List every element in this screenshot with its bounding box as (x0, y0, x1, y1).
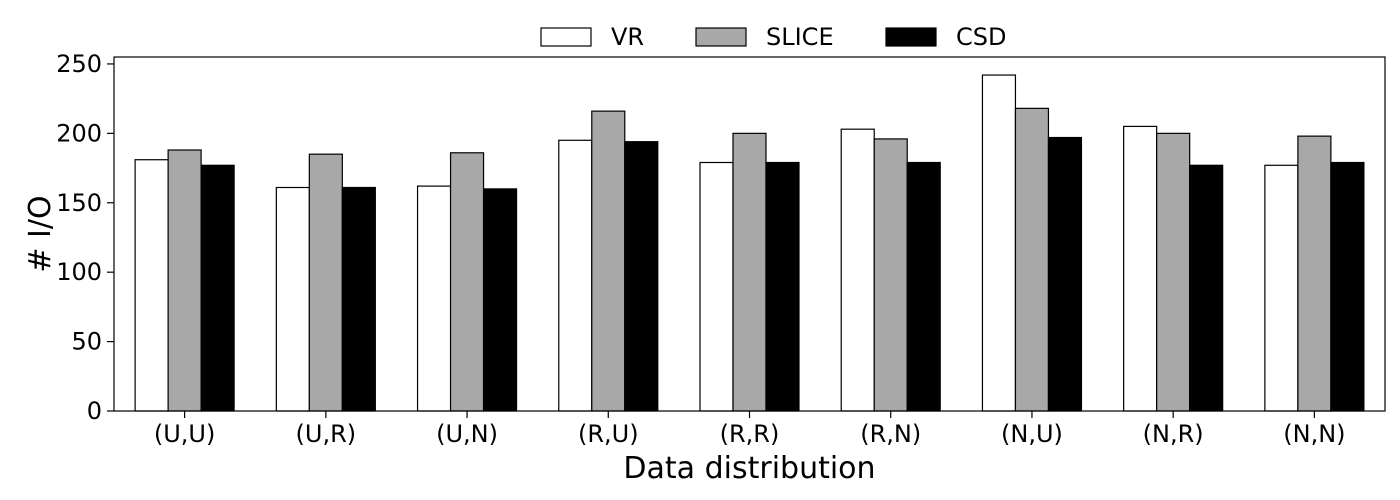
bar-vr-8 (1264, 164, 1299, 412)
bar-slice-0 (167, 149, 202, 412)
y-tick-label: 50 (71, 328, 102, 356)
bar-csd-5 (906, 161, 941, 412)
legend-label-csd: CSD (956, 23, 1006, 51)
bar-vr-0 (134, 159, 169, 412)
bar-slice-7 (1156, 132, 1191, 412)
bar-csd-6 (1047, 136, 1083, 412)
legend-swatch-vr (540, 27, 592, 47)
bar-csd-7 (1189, 164, 1224, 412)
bar-csd-3 (624, 141, 659, 412)
bar-slice-8 (1297, 135, 1332, 412)
x-tick-label: (N,R) (1143, 420, 1204, 448)
bar-vr-1 (275, 186, 310, 412)
bar-vr-2 (416, 185, 452, 412)
legend-label-slice: SLICE (766, 23, 834, 51)
bar-vr-7 (1123, 125, 1158, 412)
x-tick-label: (R,U) (578, 420, 639, 448)
x-tick-label: (U,U) (154, 420, 216, 448)
legend-label-vr: VR (611, 23, 644, 51)
bar-vr-6 (981, 74, 1017, 412)
x-axis-title: Data distribution (623, 451, 875, 486)
bar-slice-1 (308, 153, 343, 412)
bars-group (134, 74, 1365, 412)
legend: VR SLICE CSD (540, 23, 1006, 51)
x-tick-label: (R,R) (720, 420, 780, 448)
bar-slice-3 (591, 110, 626, 412)
y-axis-title: # I/O (23, 195, 58, 272)
y-tick-label: 150 (56, 189, 102, 217)
bar-vr-5 (840, 128, 875, 412)
y-tick-label: 100 (56, 258, 102, 286)
x-tick-label: (N,U) (1001, 420, 1063, 448)
bar-csd-1 (341, 186, 376, 412)
x-tick-label: (N,N) (1283, 420, 1345, 448)
x-tick-label: (U,R) (296, 420, 357, 448)
bar-slice-5 (873, 138, 908, 412)
bar-slice-2 (449, 152, 485, 412)
x-tick-label: (U,N) (436, 420, 498, 448)
legend-swatch-csd (885, 27, 937, 47)
legend-swatch-slice (695, 27, 747, 47)
y-tick-label: 250 (56, 50, 102, 78)
x-axis: (U,U) (U,R) (U,N) (R,U) (R,R) (R,N) (N,U) (N,R)… (154, 411, 1346, 448)
y-tick-label: 0 (87, 397, 102, 425)
x-tick-label: (R,N) (860, 420, 921, 448)
bar-vr-3 (558, 139, 593, 412)
bar-csd-2 (482, 188, 518, 412)
bar-slice-4 (732, 132, 767, 412)
bar-slice-6 (1014, 107, 1050, 412)
bar-csd-4 (765, 161, 800, 412)
bar-vr-4 (699, 161, 734, 412)
y-axis: 0 50 100 150 200 250 (56, 50, 114, 425)
y-tick-label: 200 (56, 119, 102, 147)
bar-csd-0 (200, 164, 235, 412)
bar-csd-8 (1330, 161, 1365, 412)
